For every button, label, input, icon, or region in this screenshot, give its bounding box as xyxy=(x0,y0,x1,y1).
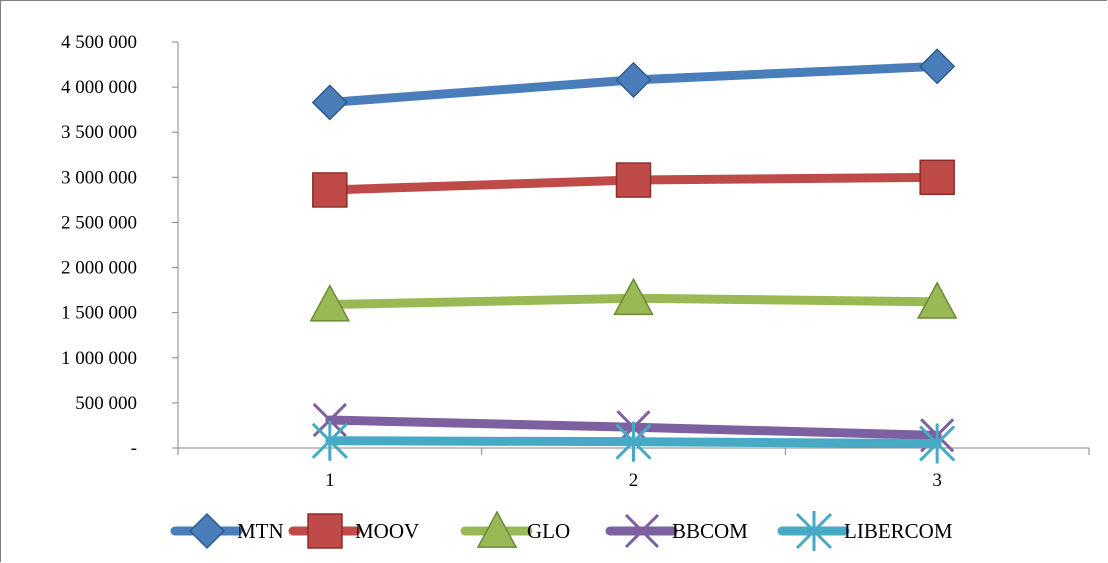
legend-item-moov: MOOV xyxy=(288,513,419,549)
y-tick-label: 3 000 000 xyxy=(61,167,137,188)
y-tick-label: 2 500 000 xyxy=(61,212,137,233)
legend-marker-libercom xyxy=(795,511,833,551)
y-tick-label: 3 500 000 xyxy=(61,122,137,143)
legend-marker-moov xyxy=(307,513,343,549)
y-tick-label: 1 500 000 xyxy=(61,303,137,324)
series-glo xyxy=(309,277,958,322)
data-point-glo xyxy=(916,281,958,319)
series-mtn xyxy=(311,48,956,121)
data-point-libercom xyxy=(919,423,956,464)
data-point-glo xyxy=(309,283,351,322)
x-axis-ticks: 1 2 3 xyxy=(177,448,1090,491)
data-point-moov xyxy=(312,172,348,208)
legend-item-bbcom: BBCOM xyxy=(605,513,748,549)
y-tick-label: 1 000 000 xyxy=(61,348,137,369)
legend-label-mtn: MTN xyxy=(237,519,284,543)
legend-item-glo: GLO xyxy=(460,510,570,548)
x-tick-label: 1 xyxy=(325,470,335,491)
data-point-mtn xyxy=(919,48,956,85)
legend: MTN MOOV GLO BBCOM LIBERCOM xyxy=(170,510,953,551)
series-libercom xyxy=(311,420,956,464)
series-moov xyxy=(312,159,955,208)
legend-marker-mtn xyxy=(188,512,226,550)
legend-label-bbcom: BBCOM xyxy=(672,519,748,543)
y-tick-label: 500 000 xyxy=(75,393,137,414)
legend-label-libercom: LIBERCOM xyxy=(844,519,953,543)
y-tick-label: 4 500 000 xyxy=(61,32,137,53)
legend-label-glo: GLO xyxy=(527,519,570,543)
data-point-libercom xyxy=(311,420,348,461)
data-point-mtn xyxy=(311,84,348,121)
data-point-glo xyxy=(613,277,654,316)
legend-label-moov: MOOV xyxy=(355,519,419,543)
data-point-moov xyxy=(615,162,652,198)
legend-marker-glo xyxy=(476,510,518,548)
legend-marker-bbcom xyxy=(624,513,660,549)
legend-item-libercom: LIBERCOM xyxy=(777,511,953,551)
y-tick-label: 2 000 000 xyxy=(61,258,137,279)
data-point-mtn xyxy=(615,61,652,98)
y-tick-label: - xyxy=(131,438,137,459)
legend-item-mtn: MTN xyxy=(170,512,284,550)
x-tick-label: 2 xyxy=(629,470,639,491)
data-point-moov xyxy=(919,159,955,196)
series-group xyxy=(309,48,958,464)
y-axis-ticks: - 500 000 1 000 000 1 500 000 2 000 000 2 500… xyxy=(61,32,178,459)
data-point-libercom xyxy=(615,421,652,462)
x-tick-label: 3 xyxy=(932,470,942,491)
y-tick-label: 4 000 000 xyxy=(61,77,137,98)
